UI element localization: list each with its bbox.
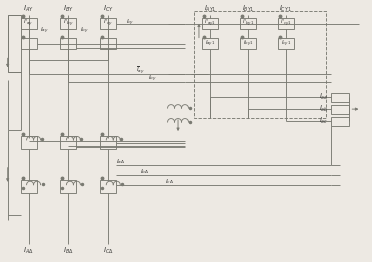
Text: $I'_{ay}$: $I'_{ay}$ [23,18,34,28]
Bar [240,39,256,50]
Bar [100,39,116,50]
Text: $I_{cy1}$: $I_{cy1}$ [280,39,291,49]
Bar [61,39,76,50]
Text: $I_{B\Delta}$: $I_{B\Delta}$ [63,246,74,256]
Bar [278,39,294,50]
Text: $I_{ay}$: $I_{ay}$ [40,25,49,36]
Text: $I_{BY}$: $I_{BY}$ [63,4,74,14]
Text: $I_{by}$: $I_{by}$ [148,74,157,84]
Bar [202,39,218,50]
Text: $I_{CY1}$: $I_{CY1}$ [279,4,292,14]
Text: $I_{c\Delta}$: $I_{c\Delta}$ [166,177,175,186]
Bar [331,105,349,114]
Bar [100,136,116,149]
Text: $I_{b\Delta}$: $I_{b\Delta}$ [140,167,150,176]
Bar [278,18,294,29]
Bar [331,93,349,102]
Text: $I_{ay1}$: $I_{ay1}$ [205,39,215,49]
Bar [61,136,76,149]
Text: $I_{by1}$: $I_{by1}$ [243,39,253,49]
Bar [100,18,116,29]
Bar [202,18,218,29]
Text: $I_{ab}$: $I_{ab}$ [319,104,328,114]
Bar [20,136,36,149]
Text: $I'_{cy1}$: $I'_{cy1}$ [280,18,292,28]
Text: $I'_{ay1}$: $I'_{ay1}$ [204,18,216,28]
Bar [100,180,116,193]
Bar [20,180,36,193]
Bar [240,18,256,29]
Text: $I_{a\Delta}$: $I_{a\Delta}$ [116,157,125,166]
Bar [20,18,36,29]
Text: $I_{C\Delta}$: $I_{C\Delta}$ [103,246,114,256]
Bar [20,39,36,50]
Text: $I'_{cy}$: $I'_{cy}$ [103,18,113,28]
Text: $I_{ac}$: $I_{ac}$ [319,116,328,126]
Bar [331,117,349,125]
Text: $I_{BY1}$: $I_{BY1}$ [241,4,254,14]
Text: $I_{AY}$: $I_{AY}$ [23,4,34,14]
Text: $I_{by}$: $I_{by}$ [80,25,89,36]
Text: $I_{CY}$: $I_{CY}$ [103,4,114,14]
Text: $I_{A\Delta}$: $I_{A\Delta}$ [23,246,34,256]
Text: $I'_{by}$: $I'_{by}$ [63,18,74,28]
Text: $\overline{I}_{ay}$: $\overline{I}_{ay}$ [136,64,145,76]
Bar [61,18,76,29]
Text: $I_{aa}$: $I_{aa}$ [319,92,328,102]
Bar [194,11,327,118]
Text: $I_{AY1}$: $I_{AY1}$ [203,4,216,14]
Text: $I_{cy}$: $I_{cy}$ [126,18,135,28]
Text: $I'_{by1}$: $I'_{by1}$ [242,18,254,28]
Bar [61,180,76,193]
